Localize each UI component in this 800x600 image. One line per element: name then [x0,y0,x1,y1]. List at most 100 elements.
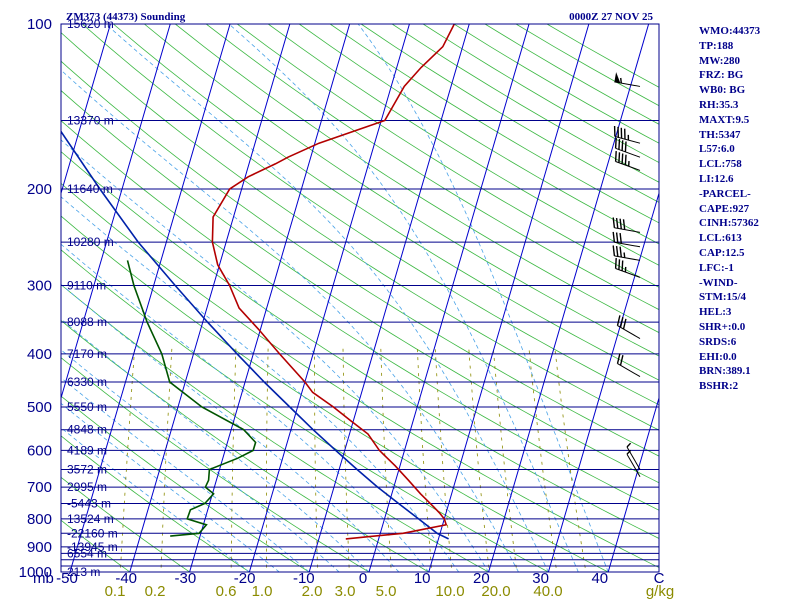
isotherm [368,24,530,572]
isotherm [607,396,659,572]
dry-adiabat [61,60,659,457]
dry-adiabat [61,32,659,431]
temperature-tick-label: 10 [414,570,431,587]
isotherm [61,24,111,196]
mixing-ratio-label: g/kg [646,583,674,600]
index-item: TH:5347 [699,128,741,141]
index-item: CAPE:927 [699,202,750,215]
plot-border [60,23,660,573]
moist-adiabat [61,402,280,572]
pressure-tick-label: 100 [27,16,52,33]
barb-full [615,232,619,243]
barb-full [612,217,616,228]
mixing-ratio-line [416,347,433,572]
mixing-ratio-label: 0.1 [105,583,126,600]
index-item: HEL:3 [699,306,732,319]
moist-adiabat [357,24,609,572]
index-item: WMO:44373 [699,25,761,37]
pressure-tick-label: 400 [27,346,52,363]
index-item: CINH:57362 [699,217,759,230]
pressure-tick-label: 1000 [19,564,52,581]
dry-adiabat [61,435,251,572]
height-label: 4848 m [67,423,107,437]
barb-half [626,449,632,455]
barb-full [619,218,622,230]
wind-barb [612,217,641,233]
mixing-ratio-line [380,347,392,572]
moist-adiabat [61,427,250,572]
mixing-ratio-line [266,347,269,572]
barb-full [614,151,617,162]
temperature-tick-label: 30 [532,570,549,587]
index-item: EHI:0.0 [699,350,737,363]
wind-barb [614,137,641,158]
background-lines [61,24,659,572]
dry-adiabat [205,24,659,311]
mixing-ratio-line [342,347,350,572]
barb-full [618,139,621,150]
barb-staff [626,453,641,477]
mixing-ratio-line [119,347,136,572]
mixing-ratio-label: 3.0 [335,583,356,600]
isotherm [428,24,590,572]
isotherm [248,24,410,572]
dry-adiabat [61,284,490,572]
moist-adiabat [61,243,430,572]
barb-staff [614,227,641,233]
pressure-tick-label: 800 [27,511,52,528]
wind-barb [614,72,641,87]
barb-full [615,246,619,257]
wind-barb [614,258,641,278]
pressure-tick-label: 600 [27,442,52,459]
index-item: BSHR:2 [699,380,739,393]
index-item: STM:15/4 [699,291,747,304]
height-label: 9110 m [67,279,106,293]
dry-adiabat [61,90,659,484]
isotherm [488,24,650,572]
index-item: CAP:12.5 [699,246,745,259]
index-item: L57:6.0 [699,143,735,156]
dry-adiabat [61,395,310,572]
dry-adiabat [175,24,659,334]
pressure-tick-label: 500 [27,399,52,416]
barb-staff [617,325,641,340]
height-label: 15620 m [67,17,114,31]
barb-full [615,218,619,229]
barb-full [624,141,627,152]
mixing-ratio-line [434,347,453,572]
temperature-tick-label: -40 [115,570,137,587]
barb-full [616,315,621,326]
barb-full [622,219,626,230]
barb-full [621,153,624,164]
height-label: 4189 m [67,443,107,457]
height-label: 13370 m [67,114,114,128]
indices-panel: WMO:44373 TP:188 MW:280 FRZ: BG WB0: BG RH:35… [699,24,799,394]
height-label: 11640 m [67,182,113,196]
mixing-ratio-label: 10.0 [435,583,464,600]
index-item: SRDS:6 [699,335,737,348]
temperature-tick-label: -20 [234,570,256,587]
dry-adiabat [113,24,659,381]
moist-adiabat [61,318,370,572]
height-label: 6554 m [67,546,107,560]
wind-barb [612,231,641,248]
wind-barb [626,442,641,470]
barb-staff [615,147,641,158]
wind-barb [612,245,641,261]
dry-adiabat [236,24,659,288]
mixing-ratio-label: 1.0 [252,583,273,600]
height-label: -5443 m [67,497,111,511]
pressure-unit-label: mb [33,570,54,587]
temperature-tick-label: -50 [56,570,78,587]
barb-full [619,317,624,328]
moist-adiabat [61,283,400,572]
wind-barb [614,151,641,171]
barb-staff [614,136,641,144]
temperature-tick-label: 40 [591,570,608,587]
plot-frame [60,23,660,573]
isotherm [547,191,659,572]
profile-lines [61,24,456,540]
height-label: 7170 m [67,347,107,361]
height-label: 213 m [67,565,100,579]
